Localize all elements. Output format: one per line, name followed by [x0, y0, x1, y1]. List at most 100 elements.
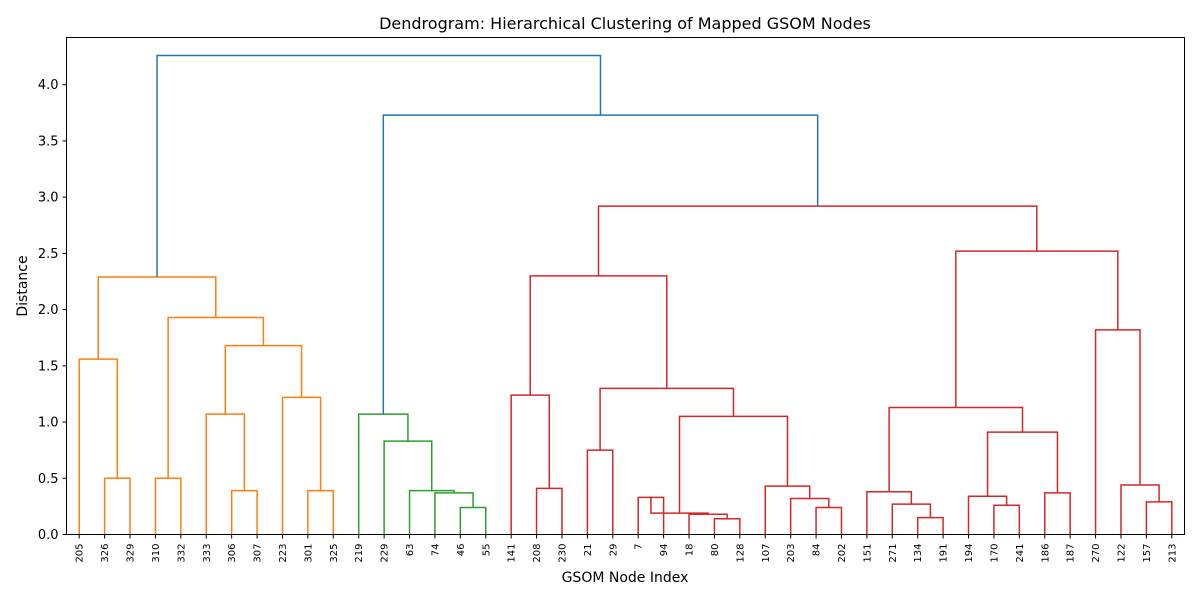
leaf-label: 202: [837, 544, 848, 563]
dendrogram-link-r10: [764, 485, 811, 535]
leaf-label: 307: [253, 544, 264, 563]
dendrogram-link-g4: [383, 440, 433, 535]
dendrogram-link-r18: [967, 495, 1008, 535]
dendrogram-link-r3: [586, 449, 614, 535]
leaf-label: 186: [1040, 544, 1051, 563]
leaf-label: 157: [1142, 544, 1153, 563]
dendrogram-link-r14: [916, 516, 944, 535]
leaf-label: 208: [532, 544, 543, 563]
dendrogram-link-r23: [1120, 484, 1160, 535]
leaf-label: 241: [1015, 544, 1026, 563]
leaf-label: 329: [126, 544, 137, 563]
y-tick-label: 1.0: [38, 416, 59, 431]
leaf-label: 271: [888, 544, 899, 563]
leaf-label: 306: [227, 544, 238, 563]
leaf-label: 122: [1116, 544, 1127, 563]
x-axis: 205 326 329 310 332 333 306 307 223 301 325 219 229 6…: [75, 534, 1178, 563]
leaf-label: 191: [939, 544, 950, 563]
dendrogram-link-o8: [224, 344, 303, 415]
y-tick-label: 0.0: [38, 528, 59, 543]
dendrogram-link-r2: [510, 394, 551, 535]
dendrogram-link-r11: [678, 415, 789, 514]
leaf-label: 80: [710, 544, 721, 557]
leaf-label: 326: [100, 544, 111, 563]
leaf-label: 84: [812, 544, 823, 557]
dendrogram-link-r17: [993, 504, 1021, 535]
dendrogram-link-g3: [408, 489, 455, 535]
dendrogram-link-r6: [688, 513, 728, 535]
dendrogram-link-o5: [205, 413, 246, 535]
leaf-label: 74: [430, 544, 441, 557]
leaf-label: 151: [862, 544, 873, 563]
dendrogram-link-o6: [307, 489, 335, 535]
leaf-label: 203: [786, 544, 797, 563]
leaf-label: 29: [608, 544, 619, 557]
leaf-label: 229: [380, 544, 391, 563]
leaf-label: 230: [557, 544, 568, 563]
x-axis-title: GSOM Node Index: [562, 570, 689, 586]
dendrogram-link-o7: [281, 396, 322, 535]
dendrogram-link-b2: [156, 54, 602, 278]
dendrogram-link-r21: [888, 406, 1024, 492]
dendrogram-link-g1: [459, 506, 487, 535]
y-tick-label: 2.0: [38, 303, 59, 318]
y-tick-label: 0.5: [38, 472, 59, 487]
leaf-label: 301: [303, 544, 314, 563]
leaf-label: 21: [583, 544, 594, 557]
leaf-label: 55: [481, 544, 492, 557]
leaf-label: 18: [685, 544, 696, 557]
dendrogram-link-g2: [434, 492, 474, 535]
leaf-label: 332: [176, 544, 187, 563]
dendrogram-link-o9: [167, 316, 265, 479]
leaf-label: 194: [964, 544, 975, 563]
dendrogram-link-r16: [866, 491, 913, 535]
dendrogram-link-r22: [1145, 501, 1173, 535]
y-tick-label: 2.5: [38, 247, 59, 262]
leaf-label: 310: [151, 544, 162, 563]
dendrogram-link-r5: [713, 518, 741, 535]
dendrogram-link-r8: [815, 506, 843, 535]
dendrogram-link-b1: [382, 114, 819, 415]
leaf-label: 46: [456, 544, 467, 557]
leaf-label: 205: [75, 544, 86, 563]
dendrogram-links: [78, 54, 1173, 535]
dendrogram-link-r20: [986, 431, 1059, 497]
dendrogram-link-o4: [230, 489, 258, 535]
leaf-label: 219: [354, 544, 365, 563]
dendrogram-link-r9: [789, 497, 830, 535]
leaf-label: 223: [278, 544, 289, 563]
dendrogram-link-o1: [103, 477, 131, 535]
dendrogram-link-r6b: [650, 497, 709, 515]
plot-frame: [66, 37, 1185, 535]
dendrogram-link-r12: [599, 387, 735, 451]
leaf-label: 170: [989, 544, 1000, 563]
dendrogram-link-r1: [535, 487, 563, 535]
leaf-label: 270: [1091, 544, 1102, 563]
y-axis-title: Distance: [15, 255, 31, 316]
dendrogram-link-r26: [597, 205, 1038, 276]
y-tick-label: 3.0: [38, 191, 59, 206]
dendrogram-link-g5: [357, 413, 409, 535]
leaf-label: 333: [202, 544, 213, 563]
leaf-label: 187: [1066, 544, 1077, 563]
leaf-label: 94: [659, 544, 670, 557]
leaf-label: 134: [913, 544, 924, 563]
leaf-label: 325: [329, 544, 340, 563]
y-axis: 0.0 0.5 1.0 1.5 2.0 2.5 3.0 3.5 4.0: [38, 78, 67, 543]
y-tick-label: 3.5: [38, 134, 59, 149]
y-tick-label: 4.0: [38, 78, 59, 93]
dendrogram-link-o2: [78, 358, 119, 535]
dendrogram-link-r25: [955, 250, 1119, 408]
leaf-label: 7: [634, 544, 645, 550]
chart-title: Dendrogram: Hierarchical Clustering of M…: [379, 14, 871, 33]
dendrogram-link-r15: [891, 503, 932, 535]
dendrogram-link-r19: [1044, 492, 1071, 535]
leaf-label: 128: [735, 544, 746, 563]
dendrogram-link-r24: [1094, 329, 1141, 535]
dendrogram-link-o10: [97, 276, 217, 360]
leaf-label: 213: [1167, 544, 1178, 563]
leaf-label: 63: [405, 544, 416, 557]
y-tick-label: 1.5: [38, 359, 59, 374]
dendrogram-link-r13: [529, 275, 668, 396]
